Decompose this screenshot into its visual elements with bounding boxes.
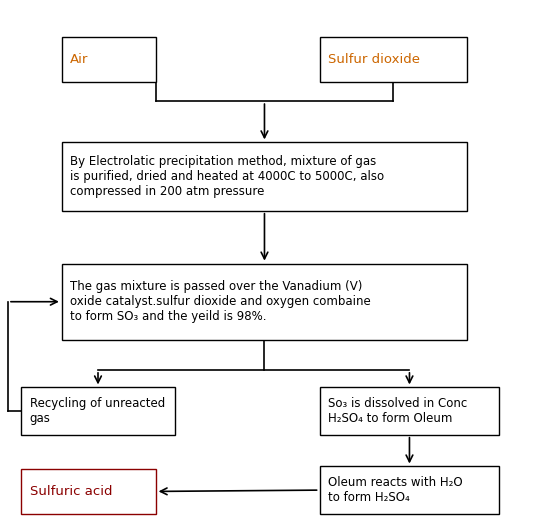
Text: So₃ is dissolved in Conc
H₂SO₄ to form Oleum: So₃ is dissolved in Conc H₂SO₄ to form O…: [328, 397, 467, 425]
Text: Sulfuric acid: Sulfuric acid: [30, 485, 112, 498]
Text: The gas mixture is passed over the Vanadium (V)
oxide catalyst.sulfur dioxide an: The gas mixture is passed over the Vanad…: [70, 280, 371, 323]
Text: Air: Air: [70, 53, 88, 66]
FancyBboxPatch shape: [62, 37, 156, 82]
FancyBboxPatch shape: [21, 469, 156, 514]
FancyBboxPatch shape: [62, 142, 467, 211]
FancyBboxPatch shape: [320, 387, 499, 435]
Text: Oleum reacts with H₂O
to form H₂SO₄: Oleum reacts with H₂O to form H₂SO₄: [328, 476, 462, 504]
FancyBboxPatch shape: [320, 466, 499, 514]
Text: Recycling of unreacted
gas: Recycling of unreacted gas: [30, 397, 165, 425]
FancyBboxPatch shape: [21, 387, 175, 435]
Text: By Electrolatic precipitation method, mixture of gas
is purified, dried and heat: By Electrolatic precipitation method, mi…: [70, 155, 384, 198]
Text: Sulfur dioxide: Sulfur dioxide: [328, 53, 419, 66]
FancyBboxPatch shape: [62, 264, 467, 340]
FancyBboxPatch shape: [320, 37, 467, 82]
